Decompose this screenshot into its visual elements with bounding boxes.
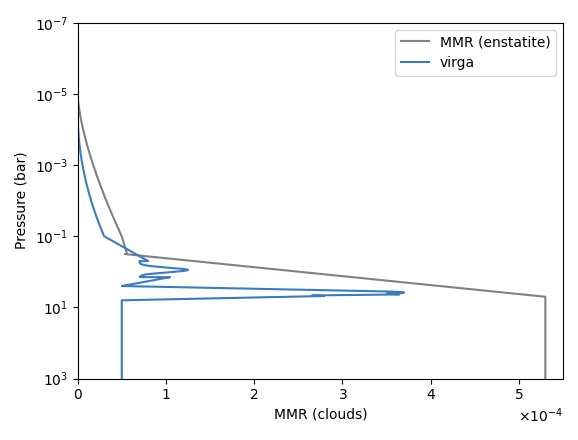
MMR (enstatite) <box>542 312 549 318</box>
MMR (enstatite) <box>74 85 81 90</box>
MMR (enstatite) <box>458 286 465 291</box>
MMR (enstatite) <box>122 252 129 257</box>
virga <box>78 156 85 161</box>
virga <box>118 312 125 318</box>
Line: MMR (enstatite): MMR (enstatite) <box>77 23 546 378</box>
virga <box>132 252 139 257</box>
virga <box>101 234 108 239</box>
virga <box>118 376 125 381</box>
virga <box>227 286 234 291</box>
MMR (enstatite) <box>542 376 549 381</box>
X-axis label: MMR (clouds): MMR (clouds) <box>273 408 367 422</box>
virga <box>74 85 81 90</box>
MMR (enstatite) <box>118 234 125 239</box>
Legend: MMR (enstatite), virga: MMR (enstatite), virga <box>395 30 556 76</box>
MMR (enstatite) <box>74 20 81 26</box>
MMR (enstatite) <box>88 156 95 161</box>
virga <box>74 20 81 26</box>
Line: virga: virga <box>77 23 404 378</box>
Y-axis label: Pressure (bar): Pressure (bar) <box>15 152 29 249</box>
